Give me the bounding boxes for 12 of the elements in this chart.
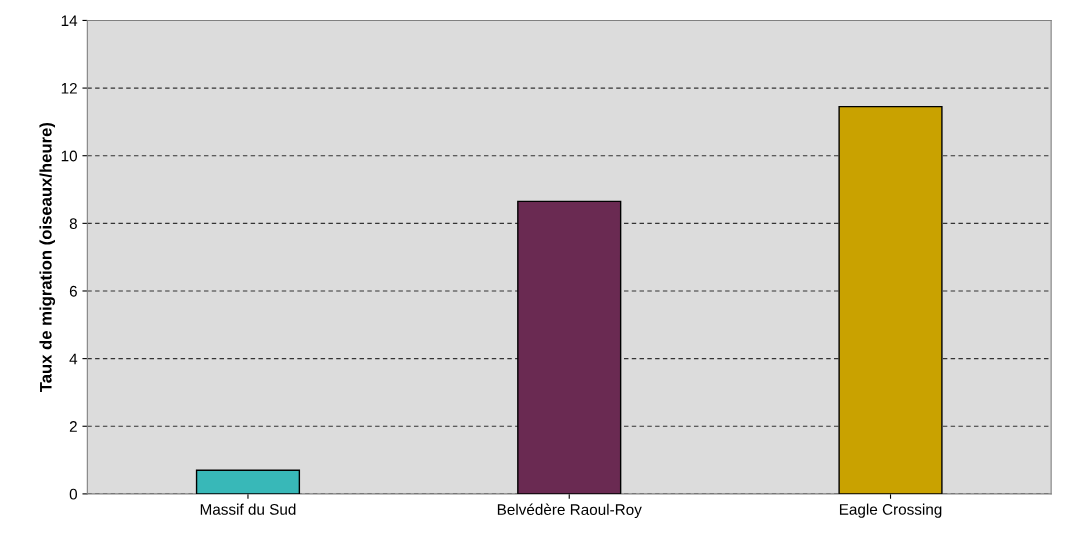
y-tick-label: 2: [69, 421, 77, 432]
y-tick-label: 4: [69, 353, 78, 365]
y-tick-label: 0: [69, 488, 78, 500]
y-tick-label: 12: [61, 82, 77, 94]
y-tick-label: 10: [61, 150, 78, 162]
x-tick-label: Massif du Sud: [200, 503, 296, 515]
x-tick-label: Eagle Crossing: [839, 503, 942, 518]
y-tick-label: 8: [69, 218, 77, 230]
y-tick-label: 14: [61, 15, 78, 26]
y-tick-label: 6: [69, 285, 77, 297]
y-axis-title: Taux de migration (oiseaux/heure): [39, 122, 56, 393]
x-tick-label: Belvédère Raoul-Roy: [497, 503, 642, 519]
